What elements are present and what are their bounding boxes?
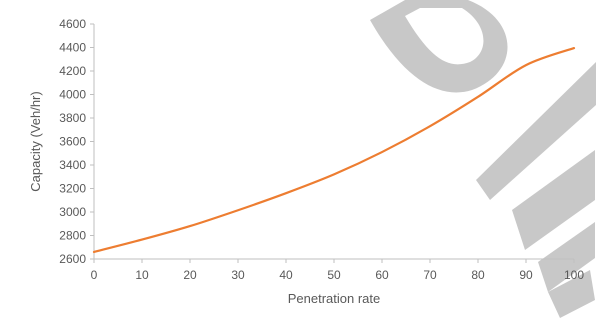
- series-line: [92, 46, 576, 254]
- y-tick-label: 2800: [59, 229, 86, 243]
- y-tick-label: 3800: [59, 111, 86, 125]
- series-layer: [92, 46, 576, 254]
- x-tick-label: 30: [231, 268, 245, 282]
- x-tick-label: 70: [423, 268, 437, 282]
- watermark-diagonal-bar-2: [512, 150, 595, 250]
- x-tick-label: 80: [471, 268, 485, 282]
- x-axis-ticks: 0 10 20 30 40 50 60 70 80 90 100: [91, 259, 584, 282]
- watermark-diagonal-bar-4: [548, 270, 595, 318]
- x-tick-label: 50: [327, 268, 341, 282]
- y-axis-ticks: 2600 2800 3000 3200 3400 3600 3800 4000 4200 4400…: [59, 17, 94, 266]
- x-tick-label: 0: [91, 268, 98, 282]
- watermark: [370, 0, 596, 318]
- x-tick-label: 10: [135, 268, 149, 282]
- y-tick-label: 2600: [59, 252, 86, 266]
- y-tick-label: 3600: [59, 135, 86, 149]
- y-tick-label: 4200: [59, 64, 86, 78]
- y-tick-label: 3200: [59, 182, 86, 196]
- y-tick-label: 4600: [59, 17, 86, 31]
- watermark-diagonal-bar-1: [476, 62, 596, 200]
- watermark-diagonal-bar-3: [538, 222, 595, 292]
- y-tick-label: 3000: [59, 205, 86, 219]
- x-axis-label: Penetration rate: [288, 291, 381, 306]
- y-tick-label: 4400: [59, 41, 86, 55]
- x-tick-label: 90: [519, 268, 533, 282]
- x-tick-label: 20: [183, 268, 197, 282]
- watermark-d-shape: [370, 0, 508, 93]
- y-tick-label: 4000: [59, 88, 86, 102]
- y-axis-label: Capacity (Veh/hr): [28, 91, 43, 191]
- x-tick-label: 40: [279, 268, 293, 282]
- x-tick-label: 100: [564, 268, 584, 282]
- y-tick-label: 3400: [59, 158, 86, 172]
- x-tick-label: 60: [375, 268, 389, 282]
